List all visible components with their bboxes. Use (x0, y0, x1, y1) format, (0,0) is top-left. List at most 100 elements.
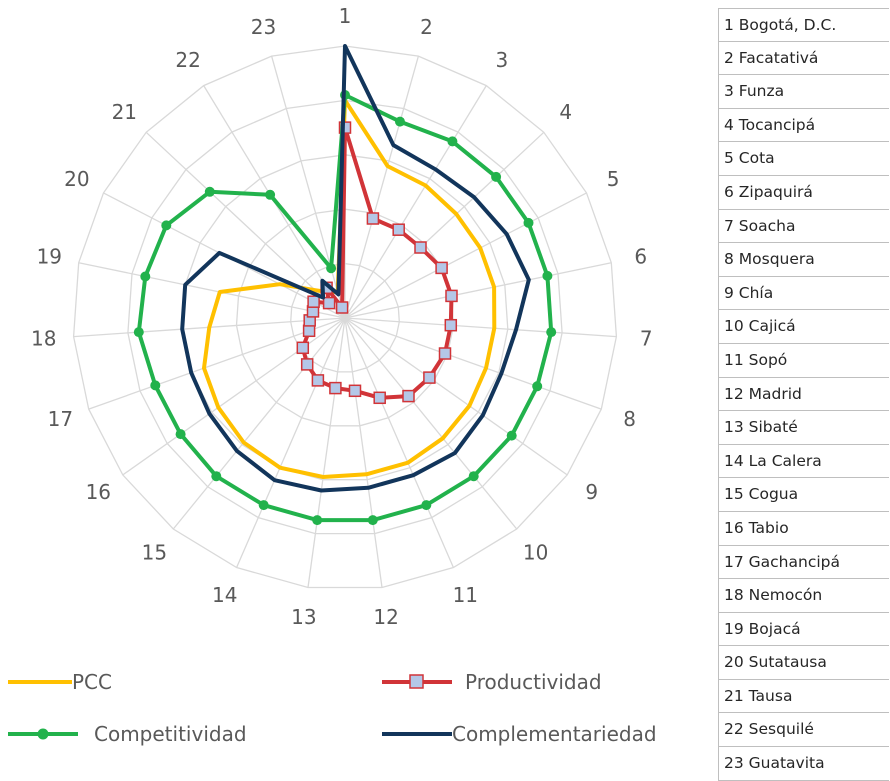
municipality-row: 20 Sutatausa (719, 646, 889, 680)
data-point (445, 289, 458, 303)
data-point (161, 220, 172, 231)
legend-label-productividad: Productividad (465, 670, 602, 694)
legend-label-competitividad: Competitividad (94, 722, 247, 746)
radar-series (133, 44, 557, 526)
municipality-row: 7 Soacha (719, 210, 889, 244)
data-point (265, 189, 276, 200)
data-point (468, 471, 479, 482)
municipality-row: 2 Facatativá (719, 42, 889, 76)
data-point (329, 381, 342, 395)
data-point (302, 324, 316, 338)
data-point (326, 263, 337, 274)
axis-tick-label: 16 (86, 480, 111, 504)
axis-tick-label: 12 (373, 605, 398, 629)
data-point (444, 318, 458, 332)
axis-tick-label: 23 (251, 15, 276, 39)
grid-spoke (78, 262, 346, 319)
data-point (322, 296, 336, 310)
data-point (258, 500, 269, 511)
grid-spoke (307, 317, 346, 588)
municipality-row: 21 Tausa (719, 680, 889, 714)
legend-item-productividad: Productividad (380, 670, 602, 694)
municipality-row: 11 Sopó (719, 344, 889, 378)
series-pcc (202, 98, 497, 479)
data-point (523, 217, 534, 228)
municipality-row: 3 Funza (719, 75, 889, 109)
data-point (311, 374, 325, 387)
data-point (438, 347, 452, 360)
data-point (423, 371, 436, 384)
municipality-row: 17 Gachancipá (719, 546, 889, 580)
legend-item-complementariedad: Complementariedad (380, 722, 657, 746)
grid-spoke (172, 317, 346, 530)
municipality-row: 10 Cajicá (719, 310, 889, 344)
series-competitividad (133, 90, 557, 526)
data-point (133, 327, 144, 338)
municipality-row: 23 Guatavita (719, 747, 889, 781)
axis-tick-label: 4 (559, 100, 572, 124)
grid-ring (72, 45, 618, 589)
data-point (392, 223, 405, 236)
municipality-row: 4 Tocancipá (719, 109, 889, 143)
axis-tick-label: 5 (607, 167, 620, 191)
municipality-row: 22 Sesquilé (719, 713, 889, 748)
grid-spoke (344, 85, 487, 319)
municipality-row: 1 Bogotá, D.C. (719, 8, 889, 42)
grid-spoke (122, 317, 346, 476)
data-point (414, 241, 427, 254)
legend-swatch-productividad (382, 674, 452, 689)
municipality-row: 9 Chía (719, 277, 889, 311)
axis-tick-label: 13 (291, 605, 316, 629)
data-point (421, 500, 432, 511)
legend-swatch-pcc (8, 680, 72, 684)
grid-spoke (344, 317, 602, 410)
axis-tick-label: 11 (453, 583, 478, 607)
grid-ring (127, 99, 563, 535)
data-point (395, 116, 405, 127)
municipality-row: 13 Sibaté (719, 411, 889, 445)
data-point (491, 171, 502, 182)
data-point (335, 301, 349, 314)
axis-tick-label: 1 (339, 4, 352, 28)
chart-legend: PCC Productividad Competitividad Complem… (0, 655, 700, 765)
municipality-row: 18 Nemocón (719, 579, 889, 613)
grid-spoke (236, 317, 346, 568)
axis-tick-label: 19 (37, 245, 62, 269)
legend-swatch-competitividad (8, 728, 78, 740)
municipality-row: 14 La Calera (719, 445, 889, 479)
data-point (546, 327, 557, 338)
axis-tick-label: 20 (64, 167, 89, 191)
grid-spoke (344, 317, 383, 588)
municipality-row: 5 Cota (719, 142, 889, 176)
municipality-table: 1 Bogotá, D.C. 2 Facatativá 3 Funza 4 Tocan… (718, 8, 889, 781)
data-point (435, 261, 448, 275)
axis-tick-label: 2 (420, 15, 433, 39)
axis-tick-label: 7 (640, 327, 653, 351)
axis-tick-label: 17 (48, 407, 73, 431)
data-point (373, 391, 386, 405)
grid-spoke (270, 55, 346, 319)
grid-spoke (344, 55, 420, 319)
axis-tick-label: 10 (523, 540, 548, 564)
data-point (338, 121, 352, 134)
data-point (204, 186, 215, 197)
municipality-row: 16 Tabio (719, 512, 889, 546)
grid-spoke (344, 131, 545, 319)
data-point (402, 389, 415, 403)
data-point (367, 515, 378, 526)
legend-label-complementariedad: Complementariedad (452, 722, 657, 746)
legend-item-pcc: PCC (8, 670, 112, 694)
data-point (312, 515, 323, 526)
municipality-row: 19 Bojacá (719, 613, 889, 647)
data-point (175, 429, 186, 440)
data-point (307, 295, 320, 308)
grid-spoke (88, 317, 346, 410)
grid-spoke (344, 192, 587, 319)
data-point (140, 271, 151, 282)
municipality-row: 12 Madrid (719, 378, 889, 412)
data-point (506, 430, 517, 441)
axis-tick-label: 22 (175, 48, 200, 72)
grid-spoke (344, 317, 454, 568)
